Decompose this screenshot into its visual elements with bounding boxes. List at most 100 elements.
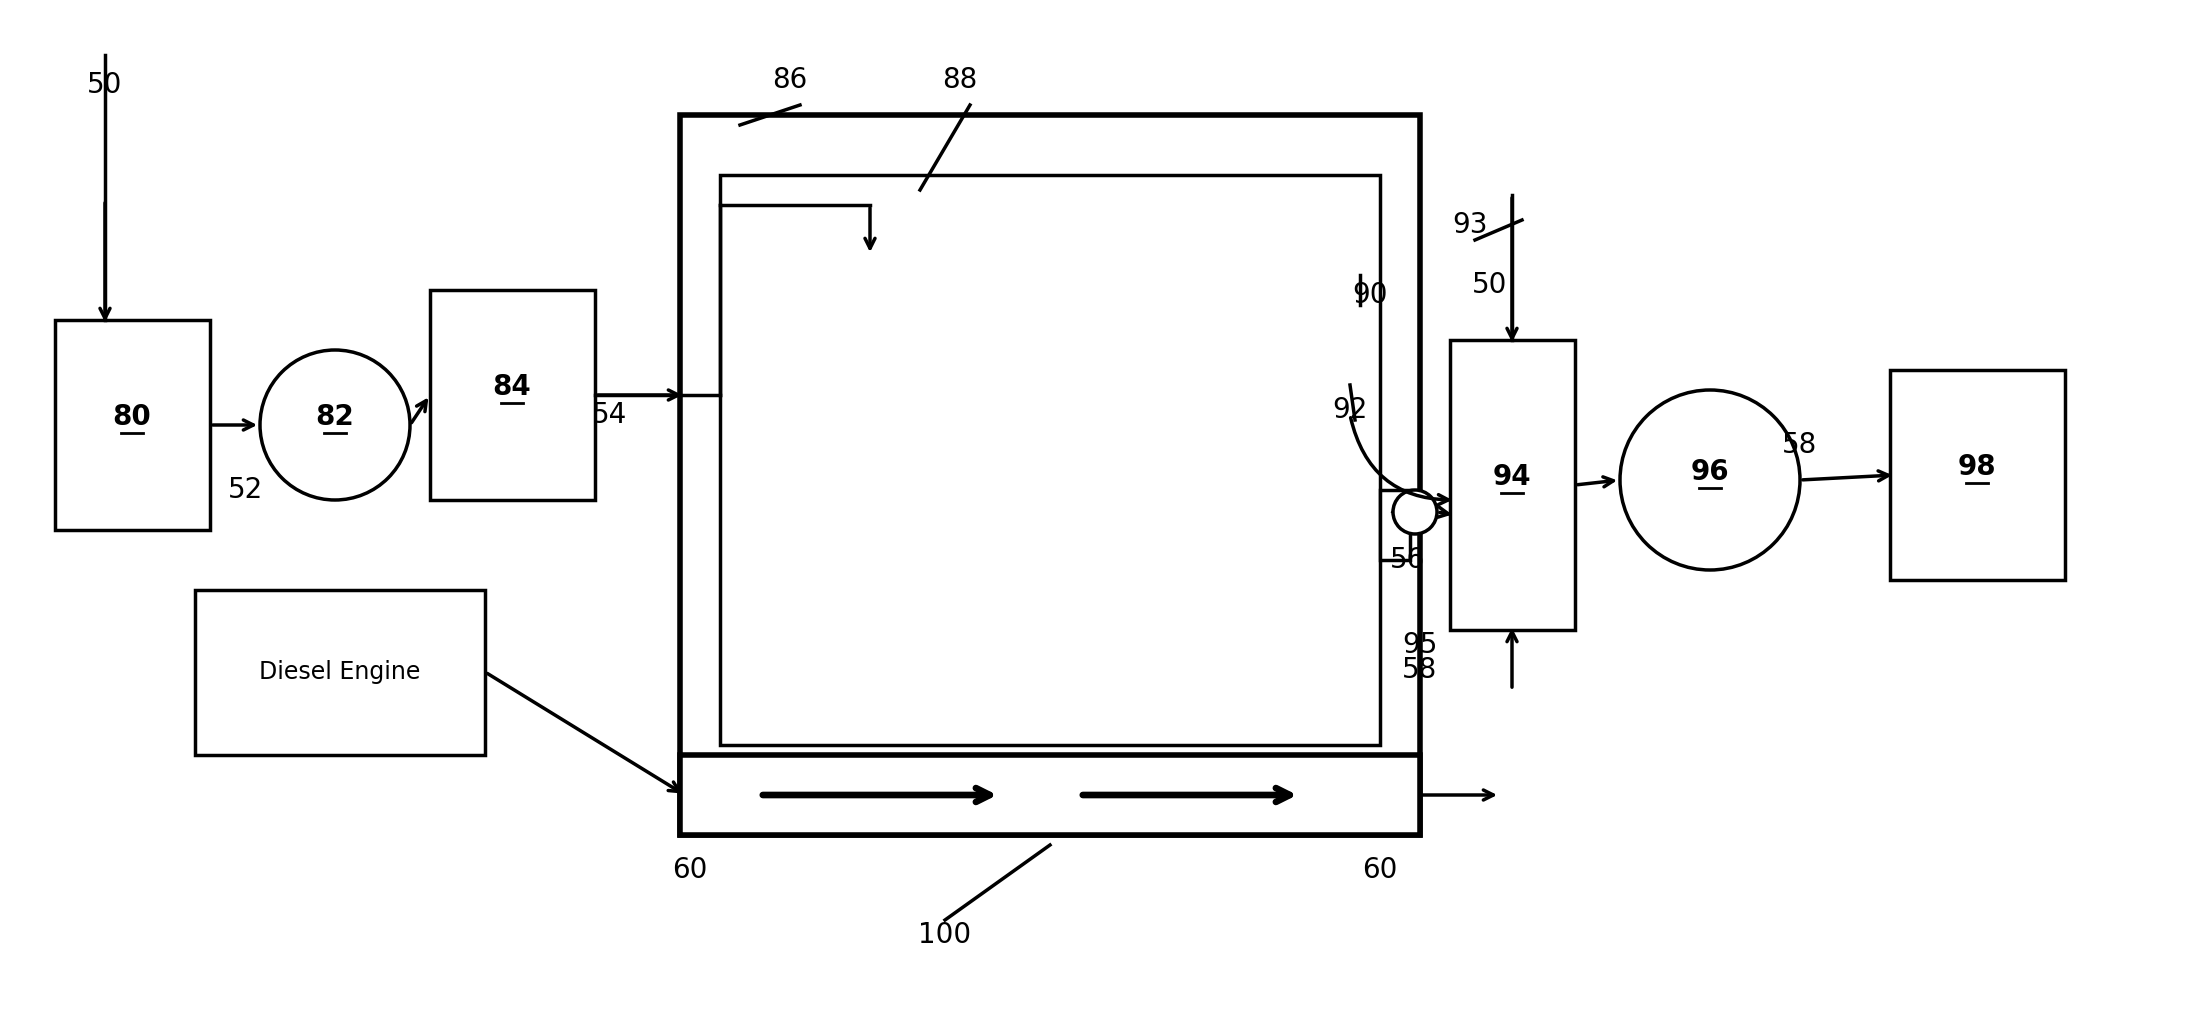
Point [903,636,939,652]
Point [1150,427,1185,444]
Point [895,680,930,696]
Point [903,400,939,416]
Point [1253,707,1288,724]
Point [780,301,815,318]
Point [769,366,804,382]
Point [1092,328,1128,344]
Point [802,618,837,635]
Point [728,384,763,401]
Point [1112,542,1147,558]
Point [1018,254,1053,271]
Point [1084,576,1119,593]
Point [873,315,908,331]
Point [1220,345,1255,362]
Point [912,335,947,352]
Point [800,426,835,443]
Point [1257,387,1292,404]
Point [1328,546,1363,562]
Point [1000,263,1035,279]
Point [730,273,765,289]
Point [1185,538,1220,554]
Point [1336,410,1372,426]
Point [833,310,868,326]
Point [758,351,793,367]
Point [807,567,842,584]
Point [745,324,780,340]
Point [866,718,901,735]
Point [967,382,1002,399]
Point [1084,590,1119,606]
Point [745,294,780,311]
Point [809,518,844,535]
Point [985,695,1020,711]
Point [1048,436,1084,453]
Point [778,663,813,680]
Point [974,640,1009,656]
Point [917,456,952,472]
Point [728,393,763,410]
Point [941,433,976,450]
Point [1295,484,1330,501]
Point [930,667,965,684]
Point [1143,463,1178,479]
Point [1106,636,1141,652]
Point [972,489,1007,505]
Point [796,602,831,618]
Point [998,626,1033,643]
Point [1059,658,1095,675]
Point [1092,451,1128,467]
Point [1189,605,1224,621]
Point [936,293,972,310]
Point [978,608,1013,624]
Point [1330,624,1365,641]
Point [848,316,884,332]
Point [1268,724,1303,740]
Point [965,598,1000,614]
Point [1070,685,1106,701]
Point [826,591,862,607]
Point [714,625,750,642]
Point [1303,726,1339,742]
Point [906,387,941,404]
Point [824,366,859,382]
Point [919,577,954,594]
Point [1341,250,1376,267]
Point [1048,664,1084,681]
Point [1095,254,1130,271]
Point [824,594,859,610]
Point [1000,621,1035,638]
Point [1095,434,1130,451]
Point [888,403,923,419]
Point [1046,315,1081,331]
Point [769,684,804,700]
Text: 88: 88 [943,66,978,94]
Point [1086,579,1121,596]
Point [1068,407,1103,423]
Point [1209,525,1244,542]
Point [1183,600,1218,616]
Point [976,710,1011,727]
Point [870,376,906,392]
Point [752,451,787,467]
Point [1218,724,1253,740]
Point [1042,442,1077,458]
Point [1297,430,1332,447]
Point [1189,636,1224,652]
Point [1207,523,1242,540]
Point [877,559,912,575]
Point [945,673,980,690]
Point [1130,319,1165,335]
Point [782,339,818,356]
Point [1325,359,1361,375]
Point [1165,288,1200,305]
Point [778,673,813,690]
Point [1097,515,1132,531]
Point [866,332,901,349]
Point [1011,246,1046,263]
Point [756,682,791,698]
Point [719,506,754,522]
Point [1097,355,1132,371]
Point [1088,588,1123,604]
Point [1303,293,1339,310]
Point [1117,724,1152,740]
